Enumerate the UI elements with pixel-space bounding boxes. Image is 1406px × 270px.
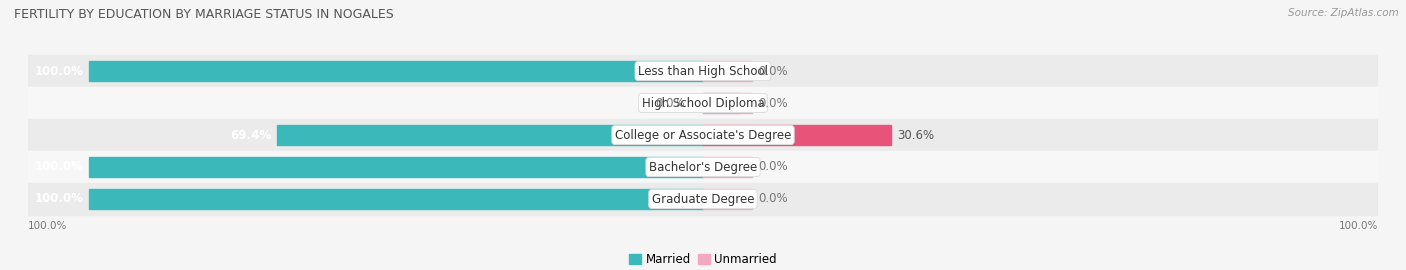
Bar xyxy=(703,93,740,113)
Bar xyxy=(703,189,752,209)
Text: Bachelor's Degree: Bachelor's Degree xyxy=(650,160,756,174)
Legend: Married, Unmarried: Married, Unmarried xyxy=(624,248,782,270)
Text: 30.6%: 30.6% xyxy=(897,129,934,141)
Bar xyxy=(703,93,752,113)
Text: 0.0%: 0.0% xyxy=(758,160,787,174)
Text: 100.0%: 100.0% xyxy=(28,221,67,231)
Text: 100.0%: 100.0% xyxy=(35,65,83,77)
Text: 100.0%: 100.0% xyxy=(1339,221,1378,231)
Text: 100.0%: 100.0% xyxy=(35,193,83,205)
Text: 0.0%: 0.0% xyxy=(758,193,787,205)
Bar xyxy=(703,61,752,81)
Bar xyxy=(28,183,1378,215)
Text: Less than High School: Less than High School xyxy=(638,65,768,77)
Text: 0.0%: 0.0% xyxy=(655,96,685,110)
Bar xyxy=(90,61,703,81)
Bar xyxy=(703,157,752,177)
Text: High School Diploma: High School Diploma xyxy=(641,96,765,110)
Text: 100.0%: 100.0% xyxy=(35,160,83,174)
Text: Graduate Degree: Graduate Degree xyxy=(652,193,754,205)
Text: 0.0%: 0.0% xyxy=(758,65,787,77)
Text: FERTILITY BY EDUCATION BY MARRIAGE STATUS IN NOGALES: FERTILITY BY EDUCATION BY MARRIAGE STATU… xyxy=(14,8,394,21)
Bar xyxy=(28,119,1378,151)
Bar xyxy=(277,125,703,145)
Bar xyxy=(90,189,703,209)
Text: Source: ZipAtlas.com: Source: ZipAtlas.com xyxy=(1288,8,1399,18)
Bar xyxy=(90,157,703,177)
Text: 0.0%: 0.0% xyxy=(758,96,787,110)
Bar xyxy=(28,151,1378,183)
Text: College or Associate's Degree: College or Associate's Degree xyxy=(614,129,792,141)
Bar xyxy=(28,87,1378,119)
Text: 69.4%: 69.4% xyxy=(231,129,271,141)
Bar xyxy=(28,55,1378,87)
Bar xyxy=(703,125,891,145)
